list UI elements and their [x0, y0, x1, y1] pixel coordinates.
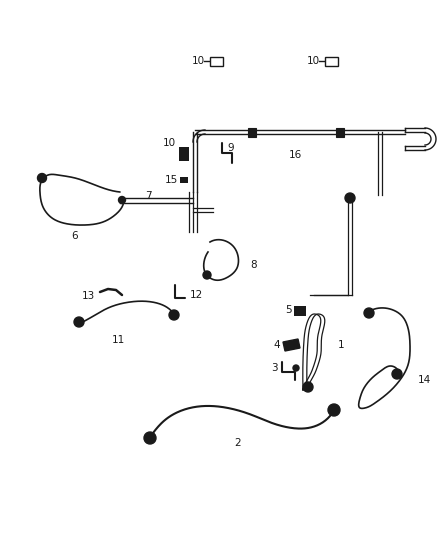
Circle shape [392, 369, 402, 379]
Circle shape [345, 193, 355, 203]
Text: 15: 15 [165, 175, 178, 185]
Circle shape [293, 365, 299, 371]
Text: 11: 11 [111, 335, 125, 345]
Bar [336, 127, 344, 136]
Bar [179, 147, 189, 161]
Circle shape [203, 271, 211, 279]
Text: 16: 16 [288, 150, 302, 160]
Bar [180, 177, 188, 183]
Text: 10: 10 [192, 56, 205, 66]
Circle shape [144, 432, 156, 444]
Text: 8: 8 [250, 260, 257, 270]
Bar [210, 56, 223, 66]
Circle shape [38, 174, 46, 182]
Text: 7: 7 [145, 191, 151, 201]
Text: 10: 10 [307, 56, 320, 66]
Text: 3: 3 [272, 363, 278, 373]
Polygon shape [283, 339, 300, 351]
Bar [325, 56, 338, 66]
Text: 9: 9 [227, 143, 233, 153]
Text: 10: 10 [163, 138, 176, 148]
Circle shape [328, 404, 340, 416]
Text: 12: 12 [190, 290, 203, 300]
Text: 14: 14 [418, 375, 431, 385]
Circle shape [74, 317, 84, 327]
Bar [294, 306, 306, 316]
Circle shape [169, 310, 179, 320]
Text: 6: 6 [72, 231, 78, 241]
Text: 4: 4 [273, 340, 280, 350]
Text: 5: 5 [286, 305, 292, 315]
Circle shape [364, 308, 374, 318]
Bar [248, 127, 256, 136]
Text: 1: 1 [338, 340, 345, 350]
Circle shape [303, 382, 313, 392]
Circle shape [119, 197, 126, 204]
Text: 2: 2 [235, 438, 241, 448]
Text: 13: 13 [82, 291, 95, 301]
